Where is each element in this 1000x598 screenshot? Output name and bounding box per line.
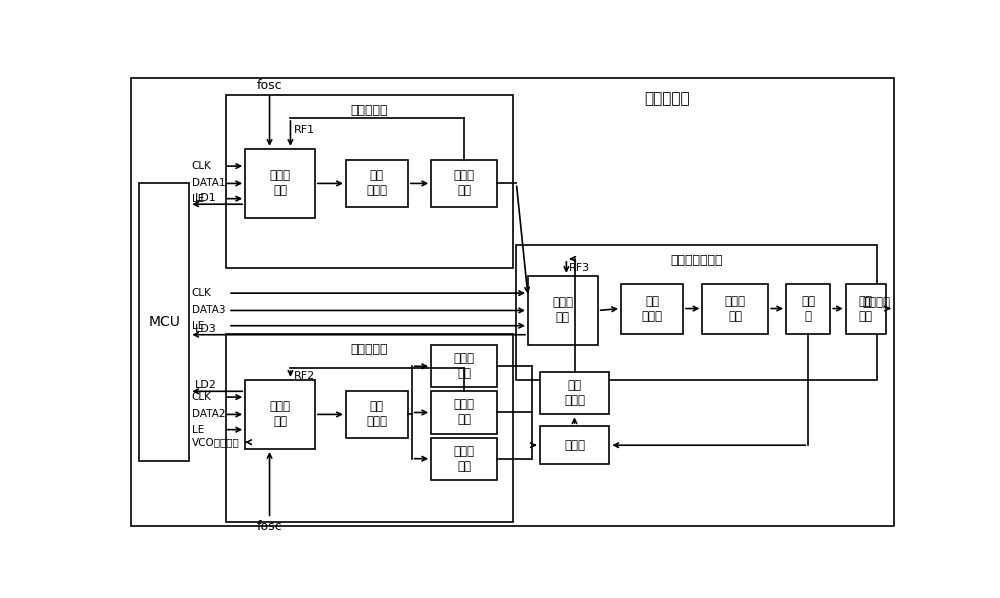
Text: DATA2: DATA2 [192,410,225,419]
Text: 环路
滤波器: 环路 滤波器 [642,295,662,322]
Text: RF2: RF2 [294,371,316,381]
Bar [846,283,886,334]
Text: 锁相环
芯片: 锁相环 芯片 [552,297,573,325]
Bar [516,245,877,380]
Text: 锁相环
芯片: 锁相环 芯片 [270,169,290,197]
Text: 环路
滤波器: 环路 滤波器 [366,401,387,428]
Bar [431,391,497,434]
Text: fosc: fosc [257,79,282,92]
Text: 高位锁相环: 高位锁相环 [350,343,388,356]
Bar [245,380,315,449]
Bar [346,160,408,206]
Text: LE: LE [192,321,204,331]
Text: 功分
器: 功分 器 [801,295,815,322]
Text: LE: LE [192,425,204,435]
Bar [226,334,512,522]
Bar [528,276,598,345]
Text: 压控振
荡器: 压控振 荡器 [725,295,746,322]
Text: CLK: CLK [192,392,212,402]
Bar [245,149,315,218]
Bar [702,283,768,334]
Text: LE: LE [192,194,204,204]
Text: 环路
滤波器: 环路 滤波器 [366,169,387,197]
Text: CLK: CLK [192,288,212,298]
Text: 压控振
荡器: 压控振 荡器 [454,169,475,197]
Text: DATA3: DATA3 [192,306,225,316]
Bar [139,184,189,460]
Text: LD1: LD1 [195,193,216,203]
Text: RF1: RF1 [294,124,315,135]
Bar [226,95,512,268]
Text: 低位锁相环: 低位锁相环 [350,104,388,117]
Text: 本振输出: 本振输出 [863,296,891,309]
Text: fosc: fosc [257,520,282,533]
Text: 减法器: 减法器 [564,439,585,451]
Text: 压控振
荡器: 压控振 荡器 [454,445,475,472]
Bar [540,372,609,414]
Bar [540,426,609,465]
Text: MCU: MCU [148,315,180,329]
Text: DATA1: DATA1 [192,178,225,188]
Text: 放大
电路: 放大 电路 [859,295,873,322]
Text: 频率合成器: 频率合成器 [645,91,690,106]
Text: 压控振
荡器: 压控振 荡器 [454,352,475,380]
Text: 压控振
荡器: 压控振 荡器 [454,398,475,426]
Text: LD3: LD3 [195,324,216,334]
Text: 低通
滤波器: 低通 滤波器 [564,379,585,407]
Text: 混合相加锁相环: 混合相加锁相环 [670,254,723,267]
Text: VCO选通信号: VCO选通信号 [192,437,239,447]
Text: CLK: CLK [192,161,212,171]
Bar [621,283,683,334]
Bar [431,438,497,480]
Bar [431,160,497,206]
Text: RF3: RF3 [569,263,590,273]
Bar [431,345,497,388]
Bar [346,391,408,438]
Text: LD2: LD2 [195,380,216,390]
Text: 锁相环
芯片: 锁相环 芯片 [270,401,290,428]
Bar [786,283,830,334]
